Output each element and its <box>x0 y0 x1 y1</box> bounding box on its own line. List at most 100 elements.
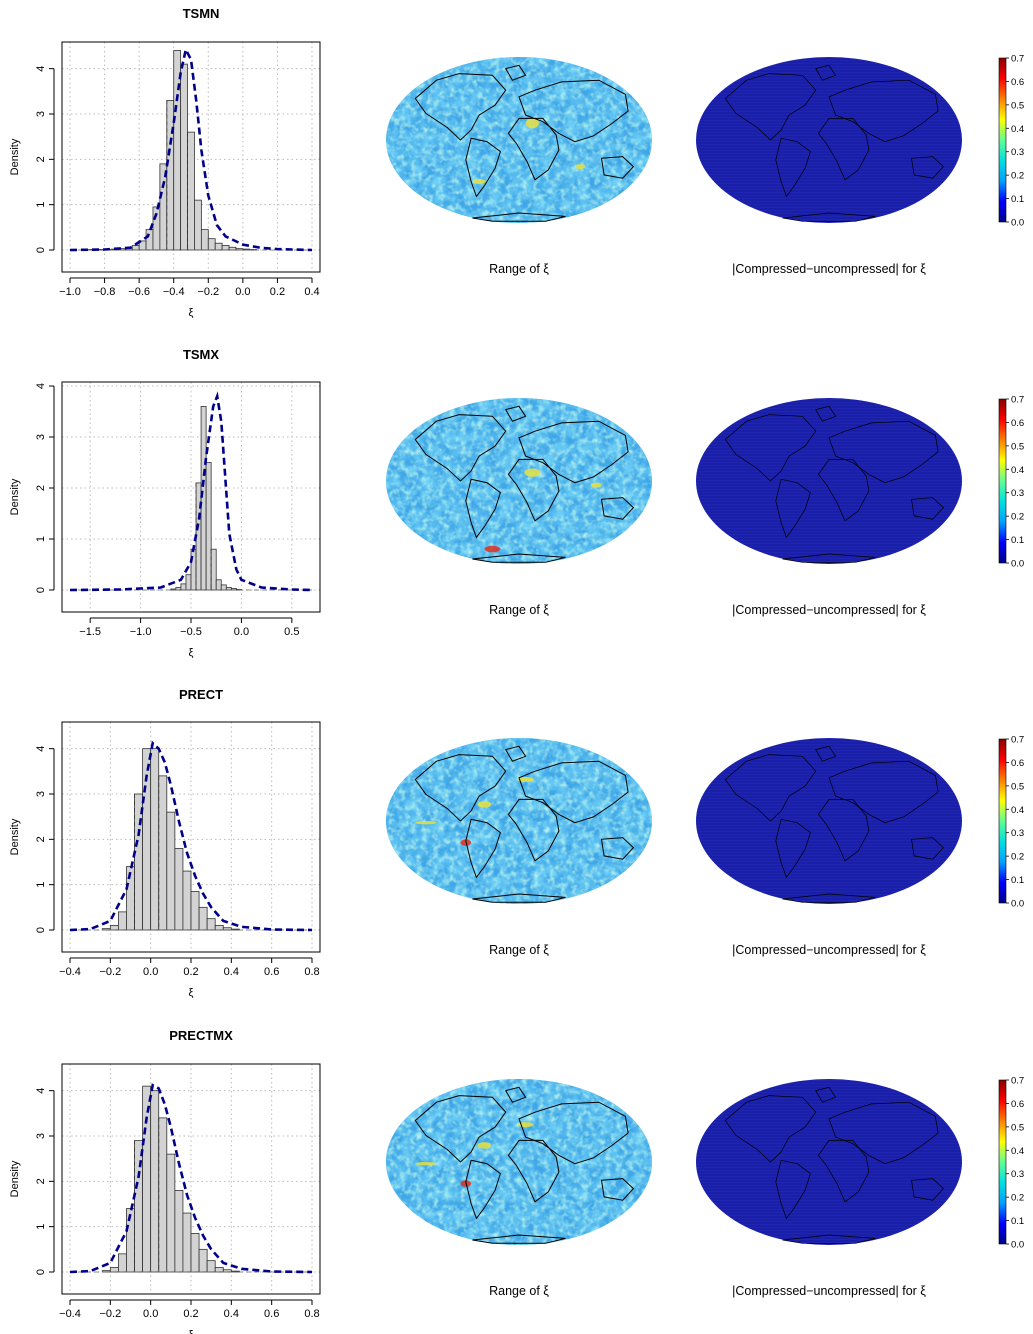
map-caption-difference: |Compressed−uncompressed| for ξ <box>732 943 926 957</box>
histogram-bar <box>134 793 144 931</box>
y-tick-label: 1 <box>35 536 47 542</box>
continent-outline <box>724 73 817 141</box>
continent-outline <box>724 414 817 482</box>
histogram-bar <box>214 1267 224 1273</box>
x-tick-label: −0.8 <box>94 286 116 298</box>
x-tick-label: 0.8 <box>304 1308 319 1320</box>
continent-outline <box>782 1234 876 1244</box>
continent-outline <box>911 156 944 179</box>
histogram-bar <box>158 775 168 931</box>
colorbar-tick-label: 0.1 <box>1011 875 1024 886</box>
histogram-bar <box>205 462 212 591</box>
continent-outline <box>815 745 837 762</box>
y-tick-label: 4 <box>35 383 47 389</box>
map-hotspot <box>524 468 541 477</box>
histogram-bar <box>187 131 195 251</box>
histogram-bar <box>180 583 187 591</box>
map-background <box>696 398 962 564</box>
x-tick-label: 0.0 <box>143 1308 158 1320</box>
histogram-bar <box>134 1140 144 1273</box>
map-compressed-difference <box>696 1079 962 1245</box>
map-background <box>696 57 962 223</box>
histogram-bar <box>210 548 217 591</box>
density-curve <box>69 45 313 252</box>
colorbar-tick-label: 0.6 <box>1011 418 1024 429</box>
colorbar-tick-label: 0.6 <box>1011 77 1024 88</box>
x-tick-label: 0.4 <box>304 286 319 298</box>
map-range-of-xi <box>386 1079 652 1245</box>
colorbar-tick-label: 0.5 <box>1011 781 1024 792</box>
y-tick-label: 0 <box>35 1269 47 1275</box>
x-tick-label: 0.4 <box>224 1308 239 1320</box>
histogram-bar <box>150 748 160 931</box>
chart-title: TSMX <box>183 347 219 362</box>
colorbar <box>998 738 1007 904</box>
colorbar-tick-label: 0.0 <box>1011 218 1024 229</box>
panel-row-tsmn: TSMN −1.0 −0.8 −0.6 −0.4 −0.2 0.0 0.2 0.4 ξ 0 1 2 3 4 D… <box>9 6 1024 319</box>
y-tick-label: 4 <box>35 746 47 752</box>
histogram-bar <box>166 811 176 931</box>
map-compressed-difference <box>696 398 962 564</box>
x-axis-label: ξ <box>189 987 194 999</box>
x-tick-label: −0.5 <box>180 626 202 638</box>
x-tick-label: 0.0 <box>234 626 249 638</box>
continent-outline <box>775 818 811 879</box>
map-hotspot <box>477 1142 492 1149</box>
continent-outline <box>828 420 939 484</box>
y-tick-label: 4 <box>35 1088 47 1094</box>
colorbar-tick-label: 0.4 <box>1011 124 1024 135</box>
histogram-bar <box>215 579 222 591</box>
x-tick-label: −0.2 <box>99 1308 121 1320</box>
colorbar-tick-label: 0.3 <box>1011 1169 1024 1180</box>
colorbar <box>998 398 1007 564</box>
continent-outline <box>507 458 560 522</box>
chart-title: PRECT <box>179 687 223 702</box>
histogram-bar <box>221 245 230 251</box>
x-tick-label: −0.2 <box>197 286 219 298</box>
panel-row-prect: PRECT −0.4 −0.2 0.0 0.2 0.4 0.6 0.8 ξ 0 1 2 3 4 Densit… <box>9 687 1024 999</box>
histogram-bar <box>220 584 227 591</box>
continent-outline <box>472 1234 566 1244</box>
colorbar-tick-label: 0.5 <box>1011 100 1024 111</box>
histogram-bar <box>194 199 202 251</box>
map-speckle-light <box>386 57 652 223</box>
colorbar <box>998 57 1007 223</box>
histogram-bar <box>214 925 224 931</box>
plot-frame <box>61 721 321 953</box>
x-tick-label: 0.0 <box>235 286 250 298</box>
x-tick-label: 0.6 <box>264 966 279 978</box>
continent-outline <box>600 837 635 860</box>
map-background <box>696 1079 962 1245</box>
continent-outline <box>414 73 507 141</box>
continent-outline <box>815 1086 837 1103</box>
continent-outline <box>782 893 876 903</box>
map-caption-difference: |Compressed−uncompressed| for ξ <box>732 1284 926 1298</box>
continent-outline <box>724 754 817 822</box>
x-axis-label: ξ <box>189 307 194 319</box>
x-axis-label: ξ <box>189 1329 194 1334</box>
continent-outline <box>828 1101 939 1165</box>
histogram-bar <box>174 1190 184 1273</box>
map-caption-range: Range of ξ <box>489 943 549 957</box>
continent-outline <box>504 745 527 762</box>
histogram-bar <box>182 1212 192 1273</box>
map-hotspot <box>590 482 602 488</box>
x-tick-label: −1.0 <box>59 286 81 298</box>
x-tick-label: 0.2 <box>183 1308 198 1320</box>
continent-outline <box>817 118 870 181</box>
map-range-of-xi <box>386 398 652 564</box>
continent-outline <box>472 212 566 222</box>
histogram-bar <box>190 891 200 931</box>
colorbar-tick-label: 0.3 <box>1011 828 1024 839</box>
colorbar-tick-label: 0.2 <box>1011 852 1024 863</box>
y-tick-label: 1 <box>35 202 47 208</box>
x-axis-label: ξ <box>189 647 194 659</box>
histogram-bar <box>190 1233 200 1273</box>
x-tick-label: −0.6 <box>128 286 150 298</box>
continent-outline <box>507 117 560 181</box>
map-hotspot <box>517 777 534 782</box>
y-tick-label: 0 <box>35 247 47 253</box>
histogram-bar <box>109 1267 119 1273</box>
histogram-bar <box>131 245 140 251</box>
histogram-bar <box>214 242 223 251</box>
